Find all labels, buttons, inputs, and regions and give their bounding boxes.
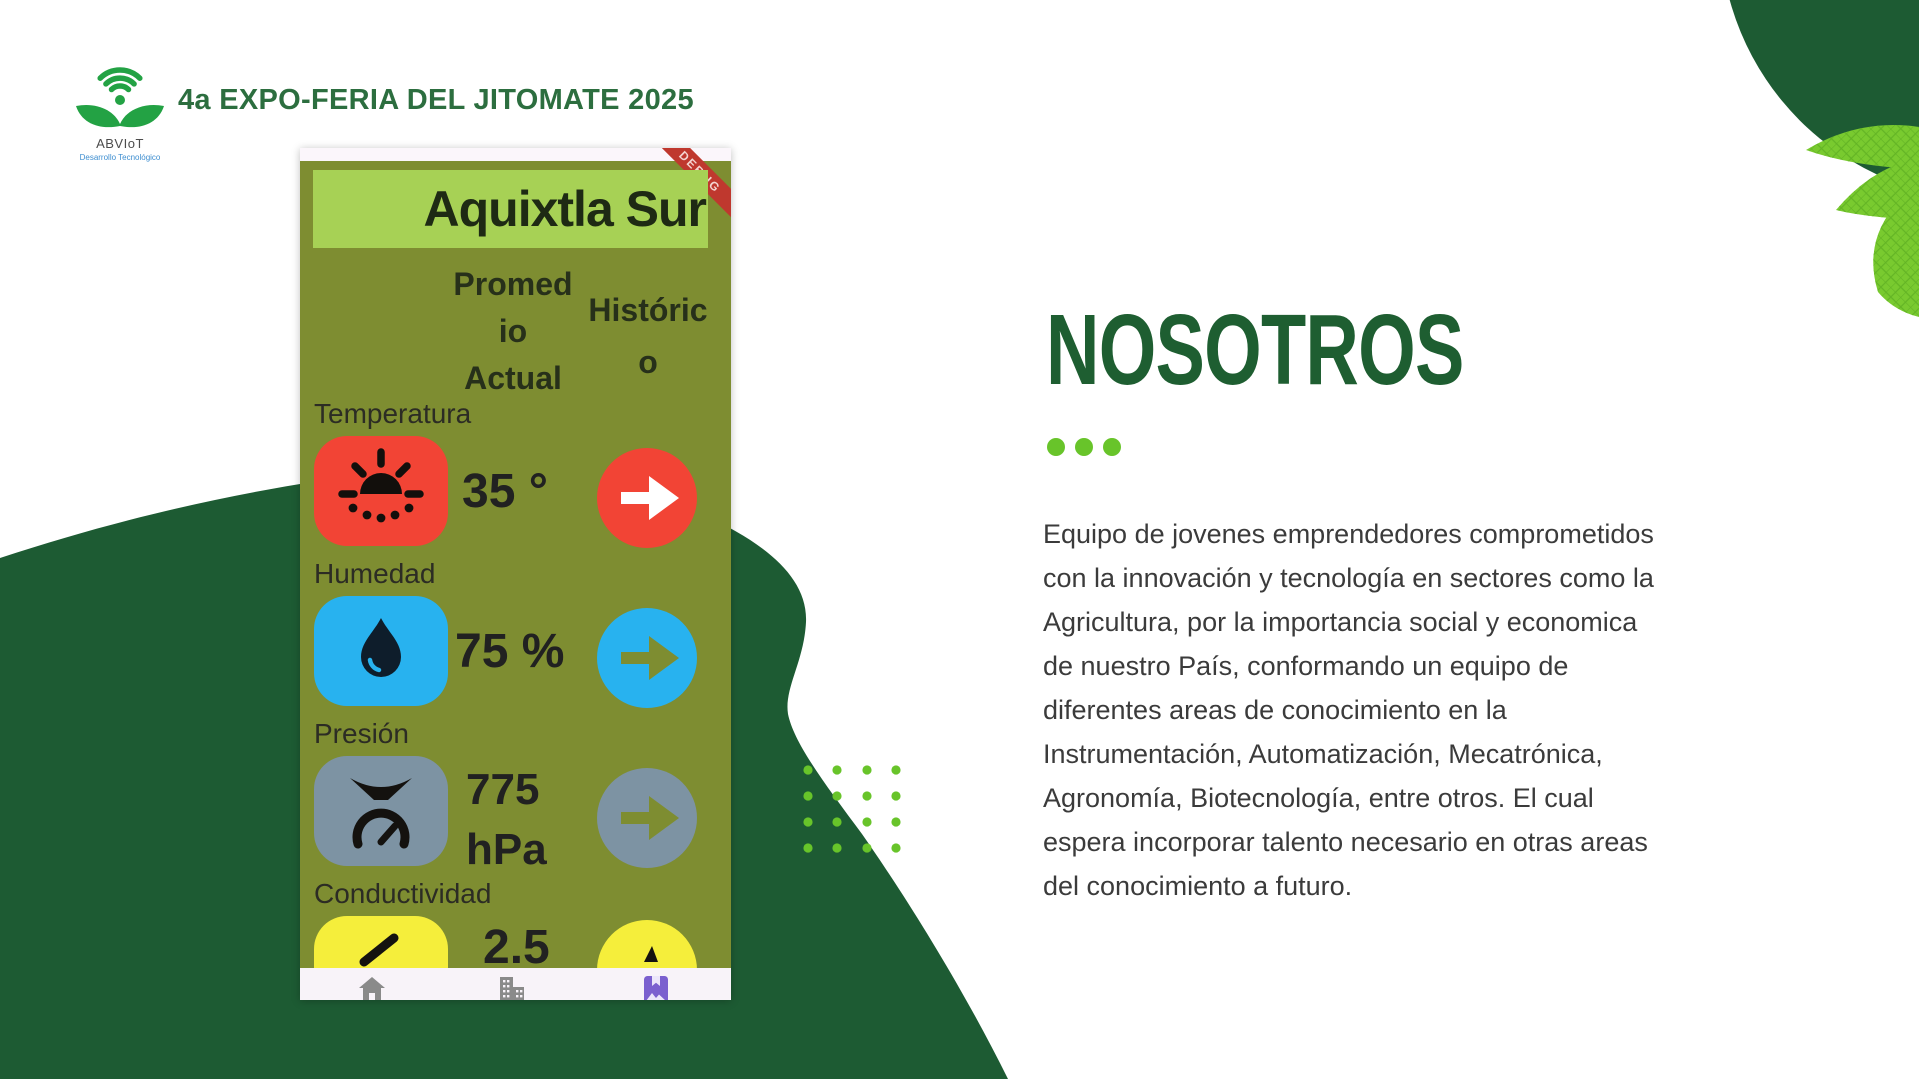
- humidity-tile: [314, 596, 448, 706]
- gauge-icon: [350, 778, 412, 849]
- temperature-label: Temperatura: [314, 398, 472, 429]
- building-icon[interactable]: [497, 974, 527, 1000]
- status-bar: [300, 148, 731, 161]
- dot: [1075, 438, 1093, 456]
- humidity-history-button[interactable]: [597, 608, 697, 708]
- about-title: NOSOTROS: [1046, 294, 1464, 406]
- bookmark-icon[interactable]: [642, 974, 670, 1000]
- station-name: Aquixtla Sur: [423, 181, 707, 237]
- sun-icon: [338, 448, 424, 523]
- pressure-history-button[interactable]: [597, 768, 697, 868]
- pressure-tile: [314, 756, 448, 866]
- dot: [1047, 438, 1065, 456]
- needle-tip-icon: [644, 946, 658, 962]
- station-name-header: Aquixtla Sur: [313, 170, 708, 248]
- dot-grid-decoration: [803, 765, 901, 853]
- leaves-decoration: [1806, 125, 1919, 317]
- arrow-right-icon: [621, 636, 679, 680]
- needle-icon: [359, 933, 399, 967]
- humidity-label: Humedad: [314, 558, 436, 589]
- bottom-nav-bar: [300, 968, 731, 1000]
- pressure-value: 775 hPa: [466, 765, 547, 874]
- conductivity-value: 2.5: [483, 921, 550, 974]
- event-title: 4a EXPO-FERIA DEL JITOMATE 2025: [178, 84, 694, 116]
- about-title-dots: [1047, 438, 1131, 461]
- conductivity-label: Conductividad: [314, 878, 492, 909]
- pressure-label: Presión: [314, 718, 409, 749]
- droplet-icon: [361, 618, 401, 678]
- column-header-promedio: Promed io Actual: [453, 266, 573, 396]
- wifi-leaves-icon: [76, 67, 164, 128]
- humidity-value: 75 %: [455, 625, 565, 678]
- dot: [1103, 438, 1121, 456]
- arrow-right-icon: [621, 796, 679, 840]
- arrow-right-icon: [621, 476, 679, 520]
- brand-name: ABVIoT: [96, 136, 144, 151]
- brand-logo: ABVIoT Desarrollo Tecnológico: [58, 52, 182, 162]
- temperature-tile: [314, 436, 448, 546]
- temperature-value: 35 °: [462, 465, 548, 518]
- app-screenshot: DEBUG Aquixtla Sur Promed io Actual Hist…: [300, 148, 731, 1000]
- temperature-history-button[interactable]: [597, 448, 697, 548]
- about-paragraph: Equipo de jovenes emprendedores comprome…: [1043, 519, 1654, 901]
- column-header-historico: Históric o: [588, 292, 708, 380]
- home-icon[interactable]: [357, 974, 387, 1000]
- brand-tagline: Desarrollo Tecnológico: [79, 153, 161, 162]
